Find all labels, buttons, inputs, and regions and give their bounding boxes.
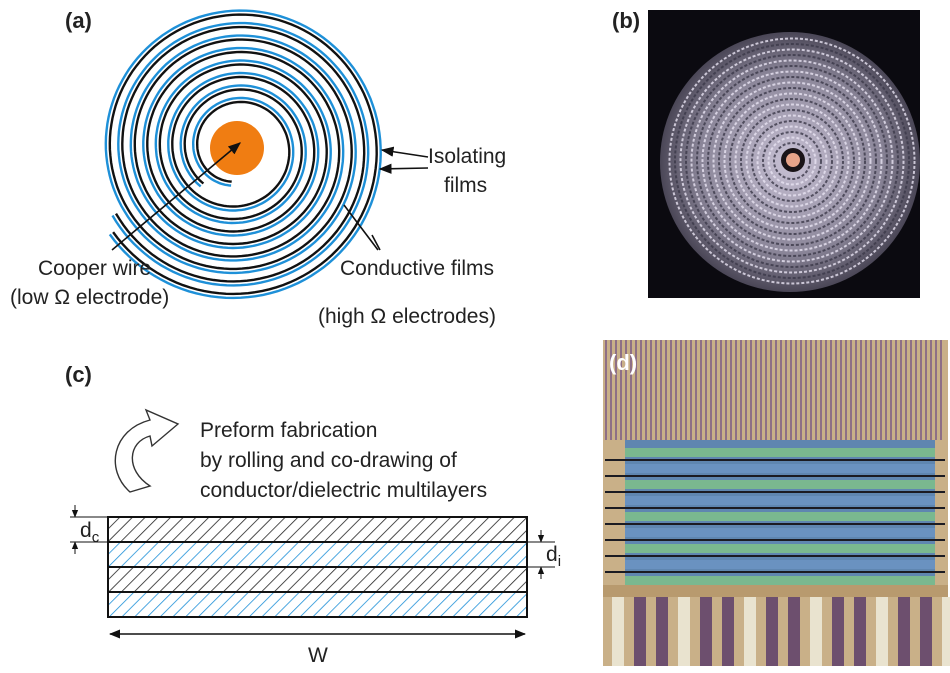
dimension-label: di: [546, 543, 561, 570]
thread-bundle: [810, 597, 822, 666]
panel-label: (b): [612, 8, 640, 33]
thread-bundle: [722, 597, 734, 666]
thread-bundle: [876, 597, 888, 666]
thread-bundle: [612, 597, 624, 666]
loom-bar: [603, 585, 948, 597]
annotation: conductor/dielectric multilayers: [200, 479, 487, 502]
dim-base: d: [80, 519, 92, 542]
thread-bundle: [942, 597, 950, 666]
core-wire: [786, 153, 800, 167]
annotation: Isolating: [428, 145, 506, 168]
annotation: (high Ω electrodes): [318, 305, 496, 328]
weft-band: [625, 464, 935, 473]
thread-bundle: [788, 597, 800, 666]
roll-icon: [115, 410, 178, 492]
conductor-layer: [108, 567, 527, 592]
weft-band: [625, 480, 935, 489]
thread-bundle: [700, 597, 712, 666]
weft-band: [625, 496, 935, 505]
dim-sub: c: [92, 529, 100, 546]
weft-band: [625, 512, 935, 521]
weft-band: [625, 448, 935, 457]
thread-bundle: [744, 597, 756, 666]
annotation: Conductive films: [340, 257, 494, 280]
panel-label: (a): [65, 8, 92, 33]
thread-bundle: [656, 597, 668, 666]
annotation: Preform fabrication: [200, 419, 377, 442]
dim-base: d: [546, 543, 558, 566]
dim-sub: i: [558, 553, 561, 570]
thread-bundle: [634, 597, 646, 666]
conductor-layer: [108, 517, 527, 542]
panel-label: (d): [609, 350, 637, 375]
annotation: Cooper wire: [38, 257, 151, 280]
dielectric-layer: [108, 592, 527, 617]
weft-band: [625, 576, 935, 585]
dimension-label: W: [308, 644, 328, 667]
annotation: films: [444, 174, 487, 197]
copper-wire: [210, 121, 264, 175]
thread-bundle: [854, 597, 866, 666]
annotation: (low Ω electrode): [10, 286, 169, 309]
weft-band: [625, 560, 935, 569]
annotation: by rolling and co-drawing of: [200, 449, 457, 472]
figure: (a) Isolating films Cooper wire (low Ω e…: [0, 0, 950, 668]
weft-band: [625, 544, 935, 553]
dimension-label: dc: [80, 519, 100, 546]
arrow: [380, 168, 428, 169]
thread-bundle: [898, 597, 910, 666]
arrow: [382, 150, 428, 157]
thread-bundle: [920, 597, 932, 666]
thread-bundle: [678, 597, 690, 666]
page: {"panels": { "a": {"label": "(a)", "isol…: [0, 0, 950, 668]
weft-band: [625, 528, 935, 537]
thread-bundle: [766, 597, 778, 666]
panel-label: (c): [65, 362, 92, 387]
dielectric-layer: [108, 542, 527, 567]
thread-bundle: [832, 597, 844, 666]
